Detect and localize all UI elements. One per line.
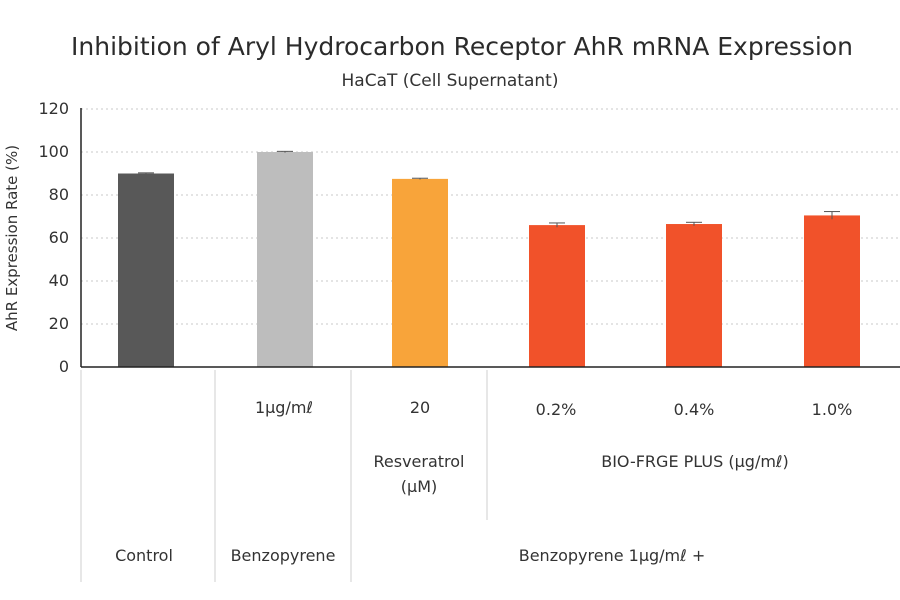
dose-label: 1µg/mℓ	[255, 398, 313, 417]
error-bar	[138, 172, 154, 175]
bar	[666, 224, 722, 367]
resveratrol-label: Resveratrol	[373, 452, 464, 471]
error-bar	[824, 211, 840, 220]
y-axis-label: AhR Expression Rate (%)	[3, 145, 21, 331]
error-bar	[686, 221, 702, 226]
dose-label: 0.4%	[674, 400, 715, 419]
y-tick-labels: 0 20 40 60 80 100 120	[38, 99, 69, 376]
chart-title: Inhibition of Aryl Hydrocarbon Receptor …	[71, 32, 853, 61]
y-tick-label: 40	[49, 271, 69, 290]
dose-label: 0.2%	[536, 400, 577, 419]
category-table: 1µg/mℓ 20 0.2% 0.4% 1.0% Resveratrol (µM…	[80, 370, 853, 582]
benzopyrene-label: Benzopyrene	[231, 546, 336, 565]
bar	[257, 152, 313, 367]
biofrge-label: BIO-FRGE PLUS (µg/mℓ)	[601, 452, 789, 471]
control-label: Control	[115, 546, 173, 565]
y-tick-label: 60	[49, 228, 69, 247]
bar	[529, 225, 585, 367]
y-tick-label: 100	[38, 142, 69, 161]
y-tick-label: 80	[49, 185, 69, 204]
chart-subtitle: HaCaT (Cell Supernatant)	[342, 71, 559, 91]
y-tick-label: 120	[38, 99, 69, 118]
bar	[804, 215, 860, 367]
dose-label: 20	[410, 398, 430, 417]
y-tick-label: 0	[59, 357, 69, 376]
y-tick-label: 20	[49, 314, 69, 333]
bar	[392, 178, 448, 367]
bars	[118, 152, 860, 367]
error-bar	[549, 222, 565, 228]
combo-label: Benzopyrene 1µg/mℓ +	[519, 546, 706, 565]
error-bar	[277, 150, 293, 153]
error-bars	[138, 150, 840, 228]
resveratrol-unit-label: (µM)	[401, 477, 437, 496]
gridlines	[81, 108, 900, 325]
bar	[118, 173, 174, 367]
error-bar	[412, 177, 428, 180]
dose-label: 1.0%	[812, 400, 853, 419]
